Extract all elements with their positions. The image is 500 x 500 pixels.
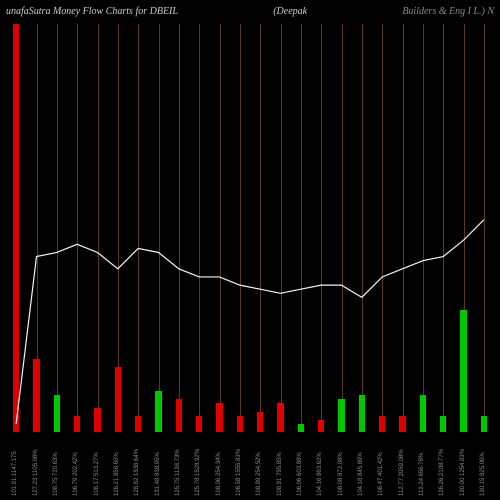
x-tick-label: 125.78 1528.92% (195, 449, 201, 496)
x-tick-label: 108.58 1555.83% (236, 449, 242, 496)
x-tick-label: 128.82 1838.64% (134, 449, 140, 496)
x-tick-label: 125.75 1138.73% (175, 449, 181, 496)
x-tick-label: 108.47 401.42% (378, 452, 384, 496)
x-tick-label: 130.00 1254.83% (460, 449, 466, 496)
price-line (16, 220, 484, 424)
x-tick-label: 108.17 513.27% (94, 452, 100, 496)
title-left: unafaSutra Money Flow Charts for DBEIL (6, 6, 178, 17)
x-tick-label: 130.15 825.06% (480, 452, 486, 496)
x-tick-label: 108.91 795.85% (277, 452, 283, 496)
x-tick-label: 127.23 1105.08% (33, 449, 39, 496)
x-tick-label: 108.75 720.63% (53, 452, 59, 496)
x-tick-label: 108.06 254.34% (216, 452, 222, 496)
x-tick-label: 108.89 254.52% (256, 452, 262, 496)
x-tick-label: 112.77 2059.08% (399, 449, 405, 496)
x-tick-label: 131.48 838.95% (155, 452, 161, 496)
x-tick-label: 126.21 858.60% (114, 452, 120, 496)
x-tick-label: 106.06 603.88% (297, 452, 303, 496)
x-tick-label: 101.91 1147.175 (12, 451, 18, 496)
x-tick-label: 119.24 656.78% (419, 453, 425, 496)
title-right: Builders & Eng I L.) N (402, 6, 494, 17)
x-tick-label: 104.18 845.89% (358, 452, 364, 496)
x-tick-label: 108.08 872.08% (338, 452, 344, 496)
x-axis-labels: 101.91 1147.175 127.23 1105.08% 108.75 720… (6, 434, 494, 500)
x-tick-label: 106.79 202.42% (73, 452, 79, 496)
x-tick-label: 126.26 2108.77% (439, 449, 445, 496)
price-line-overlay (6, 24, 494, 432)
money-flow-chart (6, 24, 494, 432)
x-tick-label: 104.16 863.62% (317, 452, 323, 496)
title-mid: (Deepak (273, 6, 307, 17)
chart-header: unafaSutra Money Flow Charts for DBEIL (… (0, 6, 500, 17)
